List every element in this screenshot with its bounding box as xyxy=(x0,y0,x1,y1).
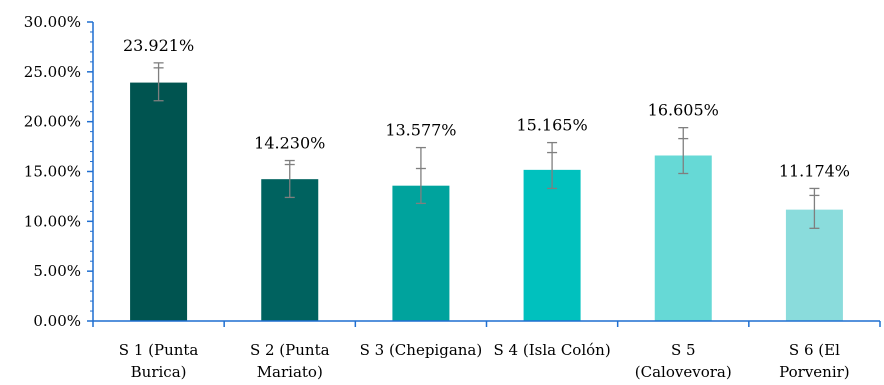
bar xyxy=(392,185,450,321)
y-tick-label: 30.00% xyxy=(24,13,81,31)
data-label: 16.605% xyxy=(648,101,719,120)
error-bar xyxy=(284,159,295,199)
error-bar xyxy=(678,126,689,175)
error-bars-group xyxy=(153,62,820,229)
error-bar xyxy=(153,62,164,102)
x-axis: S 1 (Punta Burica) S 2 (Punta Mariato) S 3 (… xyxy=(92,320,881,381)
y-tick-label: 0.00% xyxy=(33,312,81,330)
error-bar xyxy=(415,146,426,205)
data-label: 14.230% xyxy=(254,134,325,153)
y-tick-label: 25.00% xyxy=(24,63,81,81)
data-labels-group: 23.921% 14.230% 13.577% 15.165% 16.605% 11.17… xyxy=(123,36,850,181)
x-category-label: S 4 (Isla Colón) xyxy=(493,341,610,359)
y-axis: 0.00% 5.00% 10.00% 15.00% 20.00% 25.00% 30.00% xyxy=(24,13,94,330)
x-category-label: S 2 (Punta Mariato) xyxy=(250,341,330,381)
x-category-label: S 6 (El Porvenir) xyxy=(779,341,850,381)
x-category-label: S 5 (Calovevora) xyxy=(635,341,732,381)
y-tick-label: 20.00% xyxy=(24,113,81,131)
data-label: 15.165% xyxy=(516,116,587,135)
x-category-label: S 1 (Punta Burica) xyxy=(119,341,199,381)
bars-group xyxy=(130,82,843,321)
error-bar xyxy=(809,187,820,229)
data-label: 23.921% xyxy=(123,36,194,55)
bar xyxy=(523,169,581,321)
x-category-label: S 3 (Chepigana) xyxy=(360,341,483,359)
bar xyxy=(261,179,319,321)
error-bar xyxy=(547,141,558,190)
y-tick-label: 10.00% xyxy=(24,212,81,230)
data-label: 11.174% xyxy=(779,161,850,180)
data-label: 13.577% xyxy=(385,121,456,140)
bar xyxy=(654,155,712,321)
y-tick-label: 5.00% xyxy=(33,262,81,280)
y-tick-label: 15.00% xyxy=(24,163,81,181)
bar xyxy=(130,82,188,321)
